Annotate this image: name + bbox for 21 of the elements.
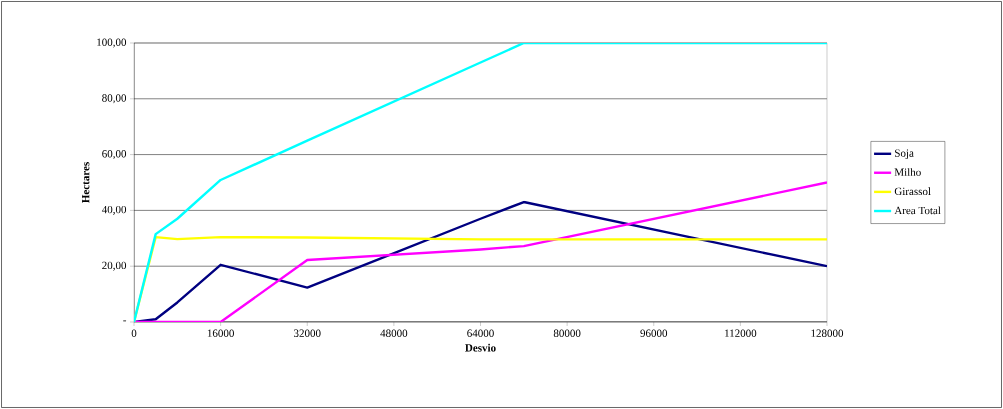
y-tick-label: 60,00 <box>102 150 127 160</box>
legend-label: Area Total <box>894 206 941 215</box>
x-tick-label: 32000 <box>294 329 321 337</box>
x-tick-label: 80000 <box>553 329 581 337</box>
x-tick-label: 16000 <box>207 329 234 337</box>
legend-label: Soja <box>895 149 914 160</box>
y-tick-label: 80,00 <box>102 94 127 104</box>
x-axis-title: Desvio <box>465 343 496 352</box>
y-tick-label: 40,00 <box>101 205 127 215</box>
x-tick-label: 48000 <box>380 329 408 337</box>
y-axis-title: Hectares <box>82 162 90 203</box>
y-tick-label: - <box>123 320 127 322</box>
x-tick-label: 64000 <box>467 329 494 337</box>
x-tick-label: 0 <box>131 329 137 337</box>
x-tick-label: 96000 <box>640 329 668 337</box>
x-tick-label: 112000 <box>725 329 757 337</box>
legend-label: Milho <box>894 168 921 176</box>
x-tick-label: 128000 <box>811 329 844 337</box>
y-tick-label: 20,00 <box>102 261 127 271</box>
y-tick-label: 100,00 <box>97 38 127 48</box>
legend-label: Girassol <box>894 187 931 196</box>
